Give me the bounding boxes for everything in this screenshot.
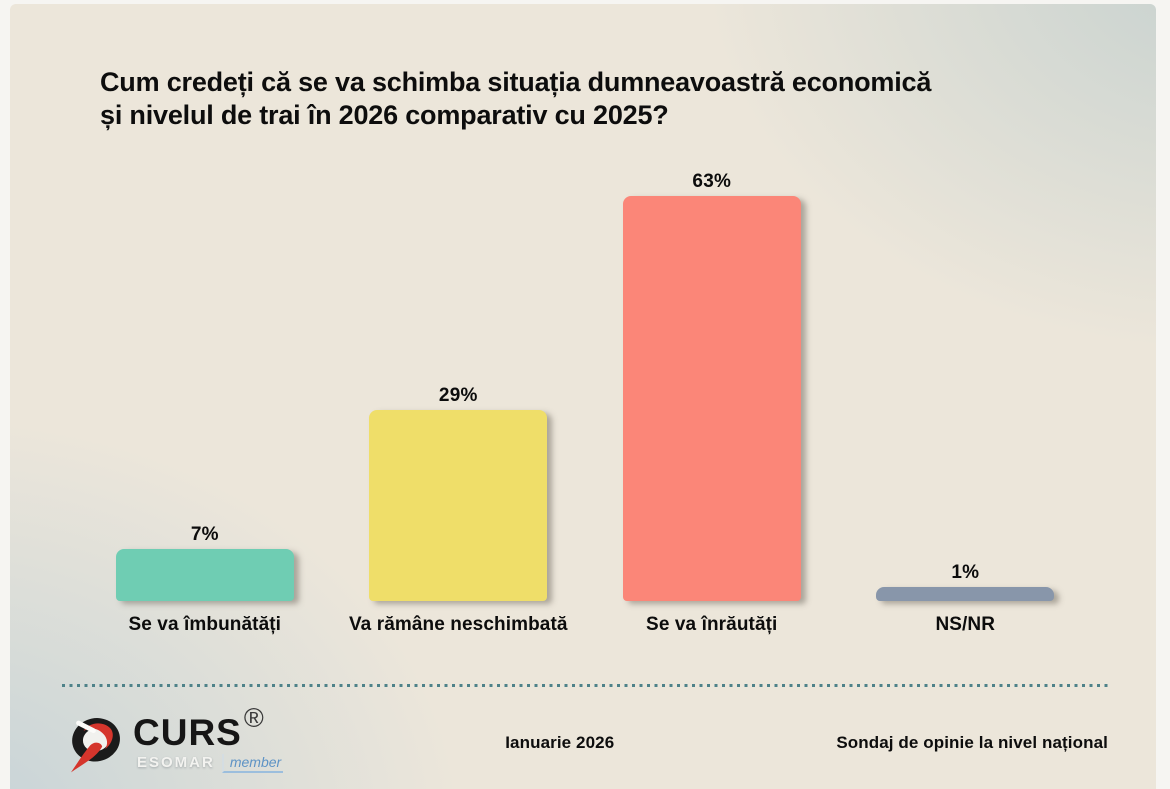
category-label: Va rămâne neschimbată	[348, 613, 568, 635]
curs-logo-text: CURS ® ESOMAR member	[133, 704, 284, 773]
category-labels-row: Se va îmbunătăți Va rămâne neschimbată S…	[78, 614, 1092, 636]
value-label: 1%	[951, 561, 980, 583]
bar-group-va-ramane-neschimbata: 29%	[332, 167, 586, 601]
bar-chart: 7% 29% 63% 1%	[78, 167, 1092, 601]
bar-va-ramane-neschimbata	[369, 409, 548, 601]
survey-date: Ianuarie 2026	[505, 732, 615, 752]
survey-scope-note: Sondaj de opinie la nivel național	[836, 732, 1108, 752]
curs-swirl-icon	[65, 712, 125, 774]
category-label: NS/NR	[935, 613, 996, 635]
bar-ns-nr	[876, 586, 1055, 601]
slide-background: Cum credeți că se va schimba situația du…	[10, 4, 1156, 789]
registered-trademark-icon: ®	[243, 702, 264, 733]
curs-logo: CURS ® ESOMAR member	[65, 704, 284, 774]
bar-group-ns-nr: 1%	[839, 167, 1093, 601]
bar-se-va-imbunatati	[115, 548, 294, 601]
esomar-member-label: member	[221, 753, 284, 773]
divider-dotted-line	[62, 683, 1110, 687]
chart-title: Cum credeți că se va schimba situația du…	[100, 66, 1098, 133]
curs-brand-name: CURS	[133, 711, 242, 753]
value-label: 63%	[692, 170, 732, 192]
chart-title-line1: Cum credeți că se va schimba situația du…	[100, 67, 932, 97]
value-label: 7%	[190, 523, 219, 545]
bar-se-va-inrautati	[622, 195, 801, 601]
footer: CURS ® ESOMAR member Ianuarie 2026 Sonda…	[65, 704, 1108, 779]
esomar-label: ESOMAR	[137, 753, 215, 771]
category-label: Se va înrăutăți	[646, 613, 778, 635]
category-label: Se va îmbunătăți	[128, 613, 282, 635]
bar-group-se-va-inrautati: 63%	[585, 167, 839, 601]
chart-title-line2: și nivelul de trai în 2026 comparativ cu…	[100, 100, 669, 131]
bar-group-se-va-imbunatati: 7%	[78, 167, 332, 601]
value-label: 29%	[438, 384, 478, 406]
